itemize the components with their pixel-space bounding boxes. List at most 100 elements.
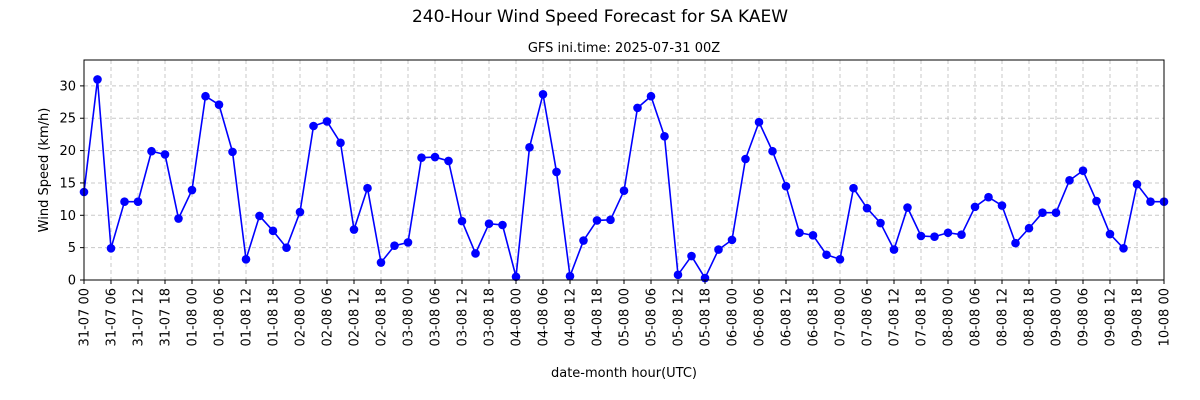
x-tick-label: 08-08 06 bbox=[969, 288, 984, 346]
data-point bbox=[228, 147, 237, 157]
chart-subtitle: GFS ini.time: 2025-07-31 00Z bbox=[528, 41, 720, 56]
data-point bbox=[714, 245, 723, 254]
data-point bbox=[484, 219, 494, 229]
x-tick-label: 04-08 12 bbox=[564, 288, 579, 346]
data-point bbox=[849, 183, 858, 193]
x-tick-label: 07-08 12 bbox=[888, 288, 903, 346]
data-point bbox=[943, 228, 953, 238]
data-point bbox=[1146, 197, 1155, 207]
x-tick-label: 04-08 00 bbox=[510, 288, 525, 346]
x-tick-label: 07-08 18 bbox=[915, 288, 930, 346]
data-point bbox=[255, 211, 264, 221]
data-point bbox=[430, 152, 440, 162]
x-tick-label: 08-08 00 bbox=[942, 288, 957, 346]
data-point bbox=[754, 117, 764, 127]
wind-series bbox=[79, 75, 1169, 283]
data-point bbox=[282, 243, 291, 252]
data-point bbox=[1065, 176, 1074, 185]
x-tick-label: 04-08 18 bbox=[591, 288, 606, 346]
data-point bbox=[322, 117, 332, 126]
x-tick-label: 02-08 00 bbox=[294, 288, 309, 346]
data-point bbox=[1119, 243, 1128, 253]
data-point bbox=[795, 228, 804, 238]
data-point bbox=[862, 203, 872, 213]
data-point bbox=[390, 241, 399, 251]
data-point bbox=[120, 197, 129, 207]
data-point bbox=[498, 220, 507, 230]
x-tick-label: 06-08 00 bbox=[726, 288, 741, 346]
x-tick-label: 07-08 06 bbox=[861, 288, 876, 346]
data-point bbox=[997, 201, 1007, 210]
data-point bbox=[511, 272, 521, 282]
data-point bbox=[106, 243, 116, 253]
data-point bbox=[984, 192, 993, 202]
data-point bbox=[687, 251, 696, 261]
data-point bbox=[889, 245, 899, 254]
x-tick-label: 06-08 06 bbox=[753, 288, 768, 346]
data-point bbox=[174, 214, 183, 223]
x-tick-label: 08-08 18 bbox=[1023, 288, 1038, 346]
data-point bbox=[187, 185, 197, 195]
data-point bbox=[673, 270, 683, 280]
y-tick-label: 30 bbox=[59, 79, 76, 94]
x-tick-label: 01-08 00 bbox=[186, 288, 201, 346]
data-point bbox=[808, 231, 818, 240]
x-tick-label: 05-08 12 bbox=[672, 288, 687, 346]
data-point bbox=[1092, 196, 1101, 206]
x-tick-label: 03-08 12 bbox=[456, 288, 471, 346]
data-point bbox=[835, 254, 845, 264]
data-point bbox=[336, 138, 345, 148]
data-point bbox=[133, 197, 143, 207]
x-tick-label: 04-08 06 bbox=[537, 288, 552, 346]
x-tick-label: 09-08 12 bbox=[1104, 288, 1119, 346]
y-tick-label: 5 bbox=[68, 241, 76, 256]
data-point bbox=[1038, 208, 1047, 218]
data-point bbox=[1105, 229, 1115, 239]
data-point bbox=[1132, 179, 1142, 189]
data-point bbox=[309, 121, 318, 131]
data-point bbox=[930, 232, 939, 241]
data-point bbox=[268, 226, 278, 236]
x-axis-label: date-month hour(UTC) bbox=[551, 366, 697, 381]
x-tick-label: 02-08 06 bbox=[321, 288, 336, 346]
y-tick-label: 15 bbox=[59, 176, 76, 191]
data-point bbox=[916, 231, 926, 241]
x-tick-label: 06-08 12 bbox=[780, 288, 795, 346]
data-point bbox=[579, 236, 588, 245]
data-point bbox=[606, 215, 615, 225]
x-tick-label: 02-08 18 bbox=[375, 288, 390, 346]
x-tick-label: 09-08 06 bbox=[1077, 288, 1092, 346]
x-tick-label: 03-08 00 bbox=[402, 288, 417, 346]
x-tick-label: 05-08 06 bbox=[645, 288, 660, 346]
data-point bbox=[781, 181, 791, 191]
x-tick-label: 03-08 06 bbox=[429, 288, 444, 346]
data-point bbox=[660, 132, 669, 141]
data-point bbox=[592, 216, 602, 225]
grid-lines bbox=[83, 60, 1165, 281]
x-tick-label: 05-08 18 bbox=[699, 288, 714, 346]
data-point bbox=[957, 230, 966, 240]
chart-title: 240-Hour Wind Speed Forecast for SA KAEW bbox=[412, 7, 788, 27]
data-point bbox=[471, 249, 480, 258]
x-tick-label: 10-08 00 bbox=[1158, 288, 1173, 346]
data-point bbox=[822, 250, 831, 260]
data-point bbox=[363, 183, 372, 193]
data-point bbox=[727, 235, 737, 245]
data-point bbox=[376, 258, 386, 267]
x-tick-label: 03-08 18 bbox=[483, 288, 498, 346]
data-point bbox=[903, 203, 912, 212]
x-tick-label: 07-08 00 bbox=[834, 288, 849, 346]
data-point bbox=[768, 146, 777, 156]
data-point bbox=[525, 143, 534, 152]
data-point bbox=[444, 156, 453, 166]
data-point bbox=[417, 153, 426, 163]
data-point bbox=[1011, 238, 1020, 248]
data-point bbox=[565, 271, 575, 281]
data-point bbox=[646, 91, 656, 101]
data-point bbox=[552, 167, 561, 177]
data-point bbox=[457, 216, 467, 226]
data-point bbox=[295, 207, 305, 217]
data-point bbox=[741, 154, 750, 164]
plot-frame bbox=[83, 59, 1165, 281]
